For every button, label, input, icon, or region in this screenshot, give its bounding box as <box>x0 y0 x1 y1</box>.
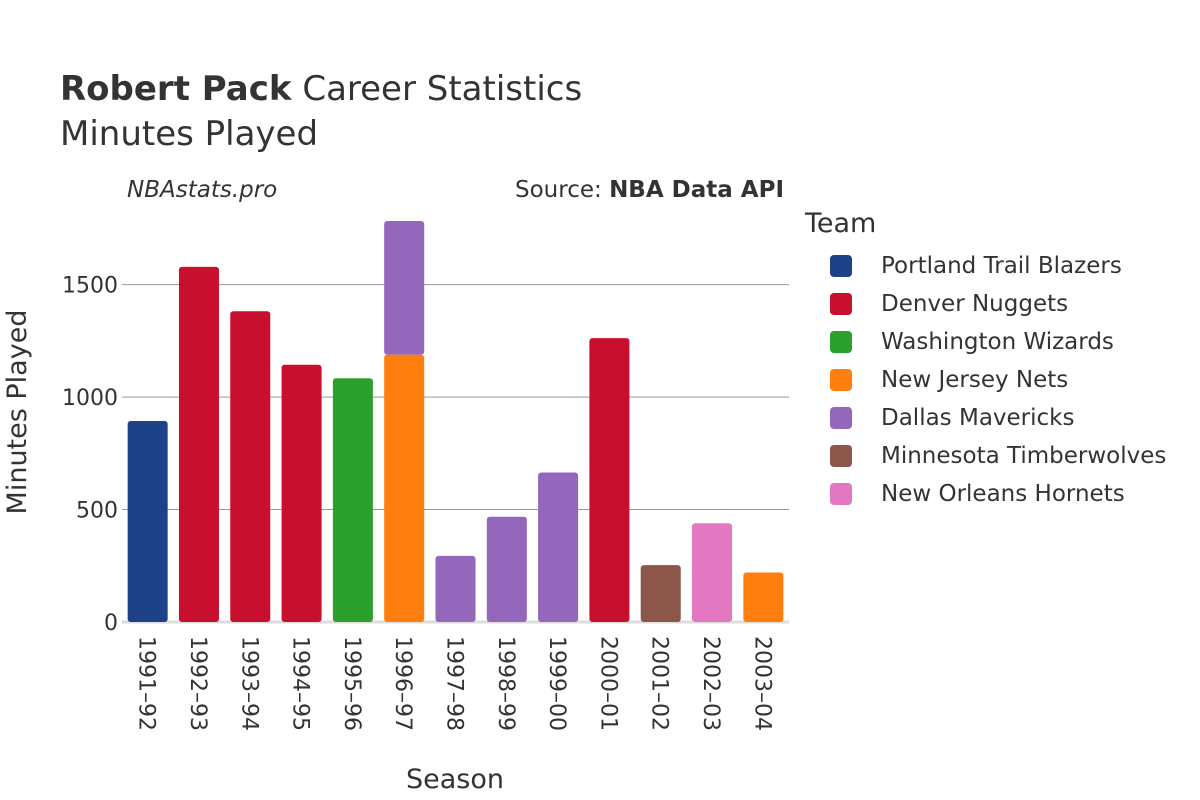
legend-label: Portland Trail Blazers <box>881 253 1122 279</box>
bar[interactable] <box>743 572 784 622</box>
y-tick-label: 1000 <box>62 386 118 411</box>
bar[interactable] <box>230 311 271 622</box>
source-prefix: Source: <box>515 177 610 203</box>
x-tick-label: 1993–94 <box>236 636 261 731</box>
x-axis-label: Season <box>406 764 504 795</box>
x-axis-ticks: 1991–92 1992–93 1993–94 1994–95 1995–96 1996–… <box>134 636 775 731</box>
legend-swatch <box>830 331 852 353</box>
y-tick-label: 0 <box>104 611 118 636</box>
legend-label: Washington Wizards <box>881 329 1114 355</box>
legend-swatch <box>830 445 852 467</box>
bar[interactable] <box>178 266 219 622</box>
legend-label: Dallas Mavericks <box>881 405 1075 431</box>
x-tick-label: 1994–95 <box>288 636 313 731</box>
legend-items: Portland Trail Blazers Denver Nuggets Wash… <box>805 247 1166 513</box>
y-axis-label: Minutes Played <box>2 310 33 515</box>
source-credit: Source: NBA Data API <box>515 177 784 203</box>
bar[interactable] <box>486 516 527 622</box>
legend-item[interactable]: Dallas Mavericks <box>805 399 1166 437</box>
legend-item[interactable]: Portland Trail Blazers <box>805 247 1166 285</box>
bar[interactable] <box>640 565 681 622</box>
bar[interactable] <box>538 472 579 622</box>
legend-label: New Jersey Nets <box>881 367 1069 393</box>
x-tick-label: 2000–01 <box>595 636 620 731</box>
bar[interactable] <box>692 523 733 622</box>
source-name: NBA Data API <box>609 177 784 203</box>
y-tick-label: 1500 <box>62 274 118 299</box>
legend-item[interactable]: New Jersey Nets <box>805 361 1166 399</box>
legend-item[interactable]: Denver Nuggets <box>805 285 1166 323</box>
watermark: NBAstats.pro <box>127 177 278 203</box>
x-tick-label: 1998–99 <box>493 636 518 731</box>
x-tick-label: 2002–03 <box>698 636 723 731</box>
x-tick-label: 2003–04 <box>749 636 774 731</box>
y-axis-ticks: 0 500 1000 1500 <box>62 274 118 636</box>
legend-item[interactable]: Minnesota Timberwolves <box>805 437 1166 475</box>
legend-swatch <box>830 369 852 391</box>
bar[interactable] <box>384 221 425 355</box>
legend-item[interactable]: New Orleans Hornets <box>805 475 1166 513</box>
bar[interactable] <box>281 364 322 622</box>
bar[interactable] <box>589 338 630 622</box>
bar[interactable] <box>332 378 373 622</box>
player-name: Robert Pack <box>60 69 292 109</box>
y-tick-label: 500 <box>76 499 118 524</box>
bars <box>127 221 784 622</box>
legend: Team Portland Trail Blazers Denver Nugget… <box>805 208 1166 513</box>
title-rest: Career Statistics <box>302 69 583 109</box>
bar[interactable] <box>435 555 476 622</box>
legend-swatch <box>830 407 852 429</box>
chart-title: Robert Pack Career Statistics <box>60 68 582 110</box>
legend-label: New Orleans Hornets <box>881 481 1125 507</box>
x-tick-label: 1999–00 <box>544 636 569 731</box>
x-tick-label: 1997–98 <box>442 636 467 731</box>
x-tick-label: 1996–97 <box>390 636 415 731</box>
legend-swatch <box>830 255 852 277</box>
x-tick-label: 1992–93 <box>185 636 210 731</box>
legend-label: Minnesota Timberwolves <box>881 443 1167 469</box>
x-tick-label: 1991–92 <box>134 636 159 731</box>
legend-swatch <box>830 483 852 505</box>
bar[interactable] <box>127 420 168 622</box>
chart-subtitle: Minutes Played <box>60 114 319 154</box>
legend-title: Team <box>805 208 877 239</box>
x-tick-label: 2001–02 <box>647 636 672 731</box>
bar[interactable] <box>384 354 425 622</box>
legend-swatch <box>830 293 852 315</box>
x-tick-label: 1995–96 <box>339 636 364 731</box>
legend-label: Denver Nuggets <box>881 291 1069 317</box>
legend-item[interactable]: Washington Wizards <box>805 323 1166 361</box>
